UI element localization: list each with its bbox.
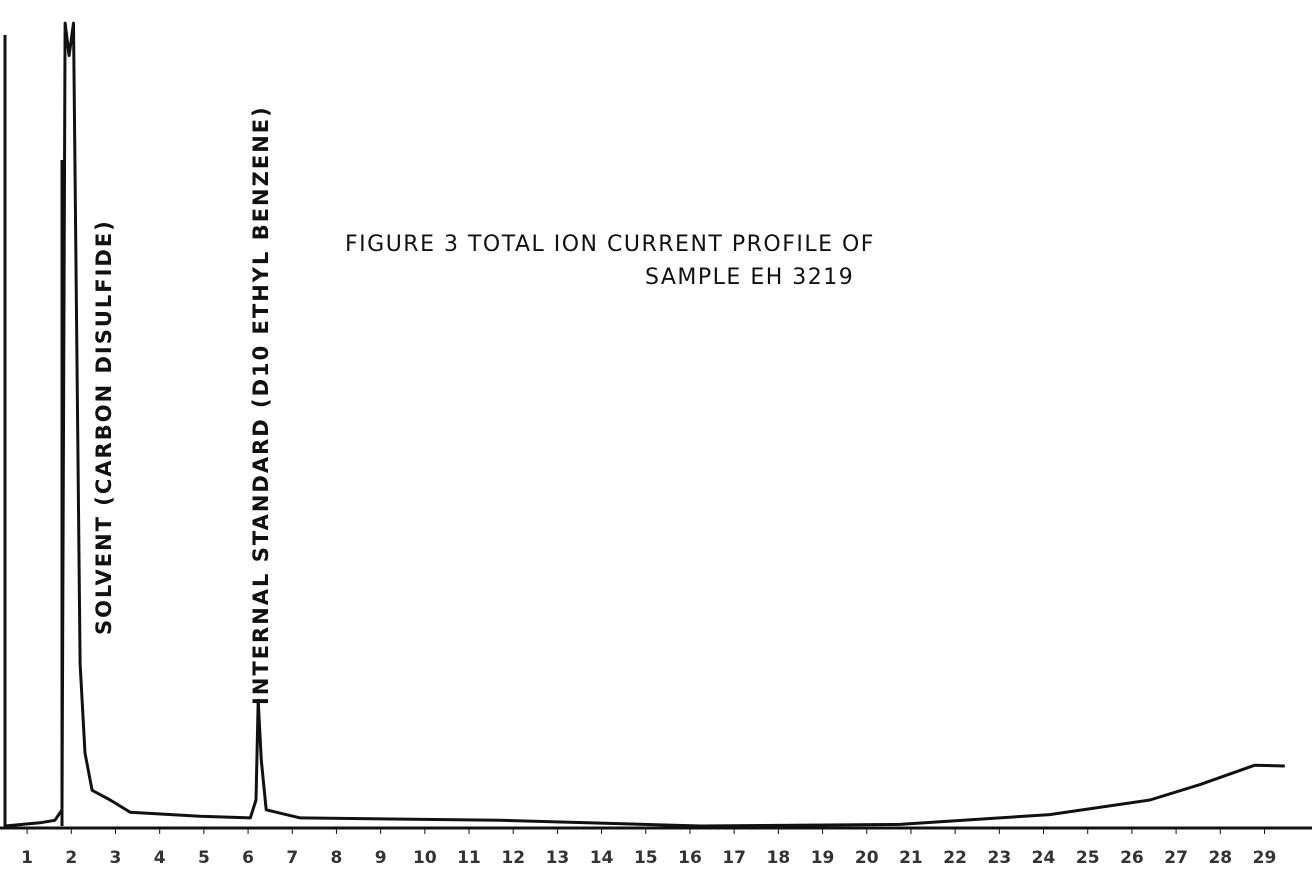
chart-title: FIGURE 3 TOTAL ION CURRENT PROFILE OF (345, 232, 875, 257)
x-tick-label: 9 (375, 848, 387, 868)
x-tick-label: 22 (943, 848, 967, 868)
x-tick-label: 24 (1032, 848, 1056, 868)
x-tick-label: 19 (811, 848, 835, 868)
x-tick-label: 7 (286, 848, 298, 868)
chart-subtitle: SAMPLE EH 3219 (645, 265, 854, 290)
annotation: SOLVENT (CARBON DISULFIDE) (92, 219, 116, 635)
x-tick-label: 5 (198, 848, 210, 868)
x-tick-label: 4 (154, 848, 166, 868)
x-tick-label: 17 (722, 848, 746, 868)
x-tick-label: 2 (65, 848, 77, 868)
x-tick-label: 23 (987, 848, 1011, 868)
x-tick-label: 26 (1120, 848, 1144, 868)
annotation: INTERNAL STANDARD (D10 ETHYL BENZENE) (249, 105, 273, 705)
x-tick-label: 16 (678, 848, 702, 868)
x-tick-label: 25 (1076, 848, 1100, 868)
x-tick-label: 20 (855, 848, 879, 868)
x-tick-label: 11 (457, 848, 481, 868)
x-tick-label: 1 (21, 848, 33, 868)
x-tick-label: 8 (331, 848, 343, 868)
x-tick-label: 21 (899, 848, 923, 868)
x-tick-label: 29 (1253, 848, 1277, 868)
x-tick-label: 13 (546, 848, 570, 868)
x-tick-label: 18 (767, 848, 791, 868)
x-tick-label: 28 (1208, 848, 1232, 868)
x-tick-label: 27 (1164, 848, 1188, 868)
x-tick-label: 14 (590, 848, 614, 868)
x-tick-label: 3 (110, 848, 122, 868)
x-tick-label: 12 (501, 848, 525, 868)
x-tick-label: 6 (242, 848, 254, 868)
data-line (4, 21, 1285, 828)
x-tick-label: 15 (634, 848, 658, 868)
x-tick-label: 10 (413, 848, 437, 868)
